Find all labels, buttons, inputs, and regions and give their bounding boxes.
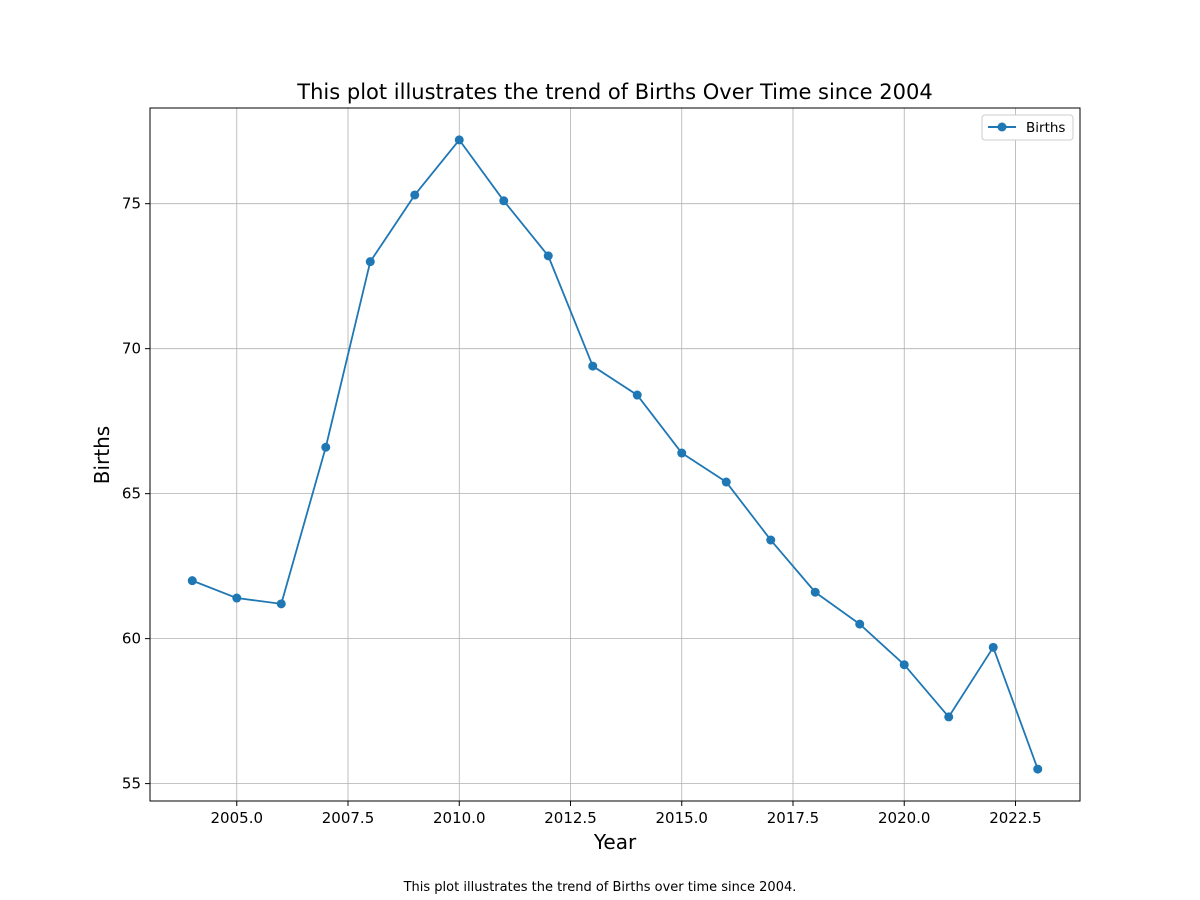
ticks: 2005.0 2007.5 2010.0 2012.5 2015.0 2017.5 2020…	[122, 195, 1042, 827]
data-point	[588, 361, 598, 371]
data-point	[232, 593, 242, 603]
y-tick-label: 55	[122, 775, 141, 793]
legend-label: Births	[1026, 120, 1065, 136]
x-tick-label: 2020.0	[878, 809, 931, 827]
x-tick-label: 2012.5	[544, 809, 597, 827]
y-tick-label: 75	[122, 195, 141, 213]
y-tick-label: 65	[122, 485, 141, 503]
data-point	[187, 576, 197, 586]
data-point	[365, 257, 375, 267]
legend-box	[981, 114, 1074, 141]
data-point	[899, 660, 909, 670]
data-point	[810, 587, 820, 597]
x-tick-label: 2015.0	[655, 809, 708, 827]
plot-frame	[149, 107, 1081, 802]
data-point	[855, 619, 865, 629]
x-axis-label: Year	[593, 830, 637, 854]
data-point	[410, 190, 420, 200]
legend: Births	[981, 114, 1074, 141]
data-point	[1033, 764, 1043, 774]
y-axis-label: Births	[90, 426, 114, 484]
data-point	[454, 135, 464, 145]
data-point	[321, 442, 331, 452]
data-point	[677, 448, 687, 458]
y-tick-label: 60	[122, 630, 141, 648]
y-tick-label: 70	[122, 340, 141, 358]
data-point	[721, 477, 731, 487]
x-tick-label: 2010.0	[433, 809, 486, 827]
chart-title: This plot illustrates the trend of Birth…	[296, 80, 932, 104]
data-point	[944, 712, 954, 722]
x-tick-label: 2005.0	[211, 809, 264, 827]
grid	[150, 108, 1080, 801]
data-point	[988, 642, 998, 652]
legend-marker	[997, 122, 1007, 132]
data-point	[543, 251, 553, 261]
x-tick-label: 2007.5	[322, 809, 375, 827]
figure-caption: This plot illustrates the trend of Birth…	[403, 880, 797, 895]
series-layer	[187, 135, 1043, 774]
data-point	[276, 599, 286, 609]
data-point	[499, 196, 509, 206]
series-line-0	[191, 138, 1039, 770]
x-tick-label: 2017.5	[767, 809, 820, 827]
x-tick-label: 2022.5	[989, 809, 1042, 827]
data-point	[632, 390, 642, 400]
data-point	[766, 535, 776, 545]
